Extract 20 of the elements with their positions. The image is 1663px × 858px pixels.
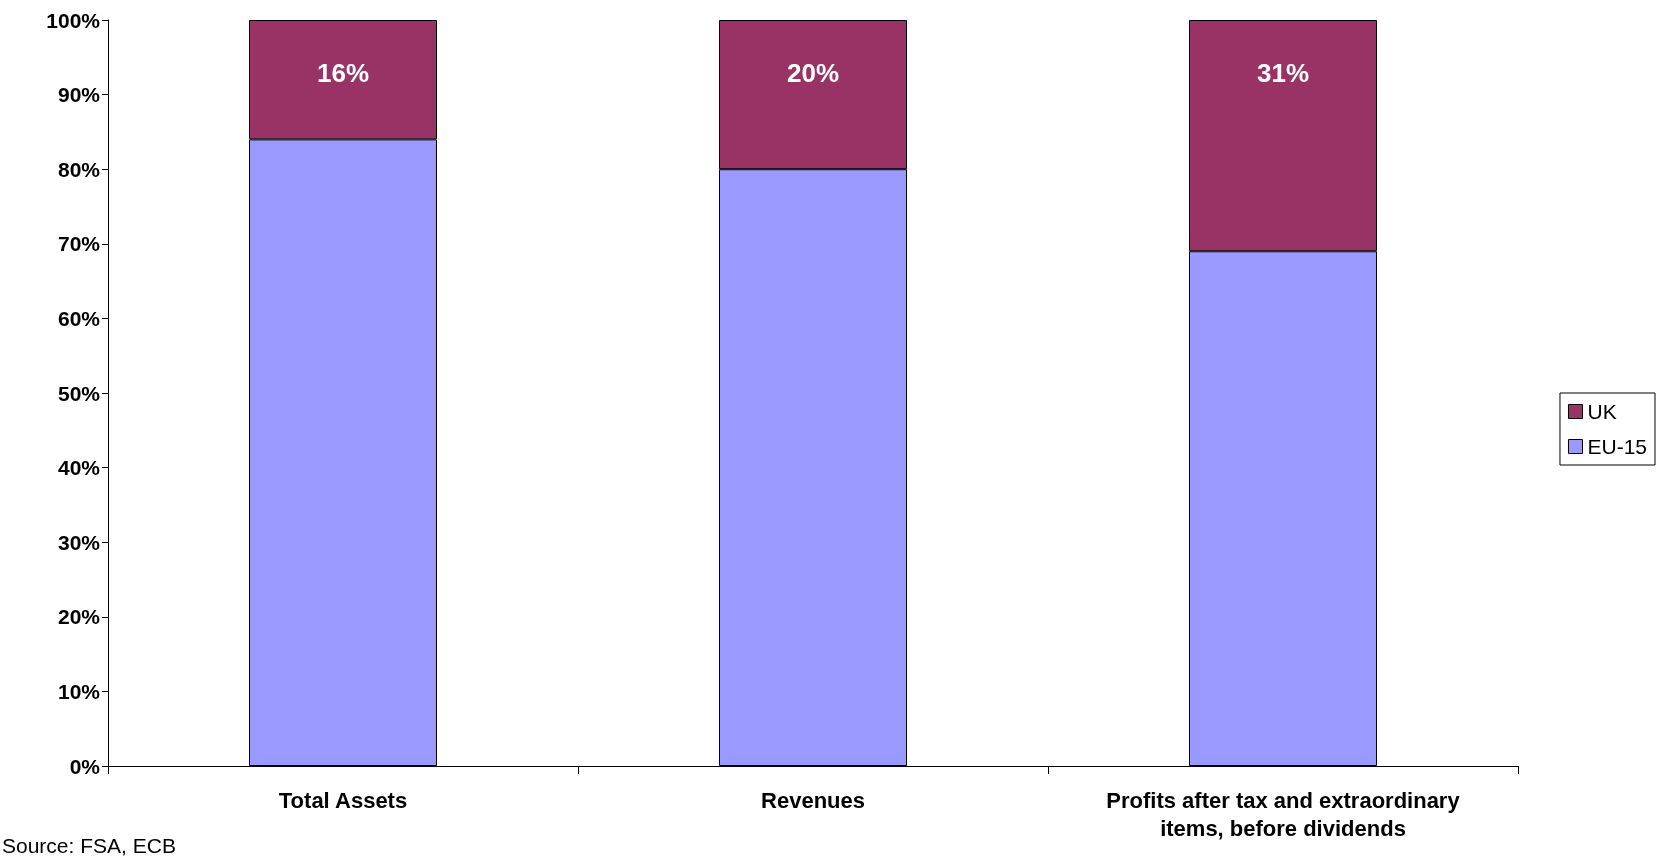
y-tick-label: 70% [57, 232, 101, 256]
data-label: 16% [316, 58, 370, 88]
x-tick-label: Total Assets [278, 787, 408, 813]
y-tick-label: 90% [57, 83, 101, 107]
legend-label: EU-15 [1587, 435, 1648, 458]
x-tick-label: Profits after tax and extraordinary items, before dividends [1106, 787, 1461, 841]
y-tick-label: 0% [69, 754, 101, 778]
data-label: 20% [786, 58, 840, 88]
y-tick-label: 60% [57, 306, 101, 330]
y-tick-label: 30% [57, 530, 101, 554]
y-tick-label: 20% [57, 605, 101, 629]
data-label: 31% [1256, 58, 1310, 88]
y-tick-label: 50% [57, 381, 101, 405]
y-tick-label: 10% [57, 679, 101, 703]
x-tick-label: Revenues [761, 787, 865, 813]
legend-label: UK [1587, 400, 1617, 423]
y-tick-label: 100% [46, 8, 101, 32]
y-tick-label: 40% [57, 456, 101, 480]
y-tick-label: 80% [57, 157, 101, 181]
source-note: Source: FSA, ECB [2, 834, 176, 857]
